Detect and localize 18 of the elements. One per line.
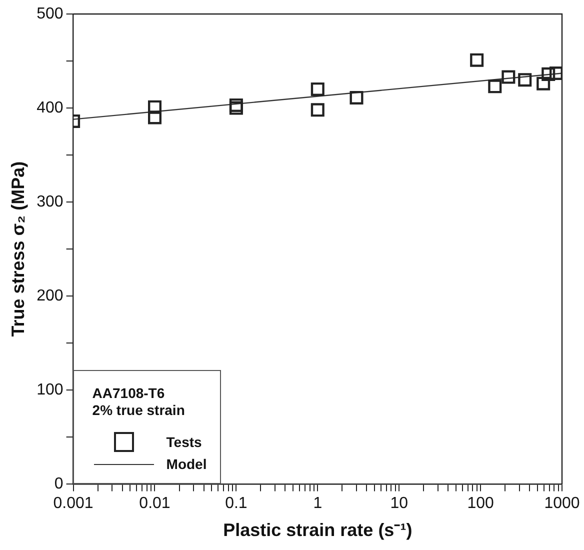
y-tick-label: 100 bbox=[36, 382, 64, 399]
y-tick-label: 300 bbox=[36, 193, 64, 210]
x-axis-title: Plastic strain rate (s⁻¹) bbox=[223, 520, 412, 540]
legend-title: AA7108-T6 2% true strain bbox=[91, 384, 186, 420]
y-tick-label: 0 bbox=[54, 476, 64, 493]
x-tick-label: 100 bbox=[467, 495, 494, 512]
x-tick-label: 10 bbox=[390, 495, 408, 512]
x-tick-label: 0.001 bbox=[53, 495, 94, 512]
x-tick-label: 0.1 bbox=[225, 495, 248, 512]
legend-label: Model bbox=[166, 456, 207, 472]
y-tick-label: 400 bbox=[36, 99, 64, 116]
y-tick-label: 200 bbox=[36, 288, 64, 305]
x-tick-label: 1000 bbox=[544, 495, 580, 512]
x-tick-label: 0.01 bbox=[139, 495, 170, 512]
legend-label: Tests bbox=[166, 434, 202, 450]
x-tick-label: 1 bbox=[313, 495, 322, 512]
y-tick-label: 500 bbox=[36, 5, 64, 22]
y-axis-title: True stress σ₂ (MPa) bbox=[8, 161, 28, 337]
